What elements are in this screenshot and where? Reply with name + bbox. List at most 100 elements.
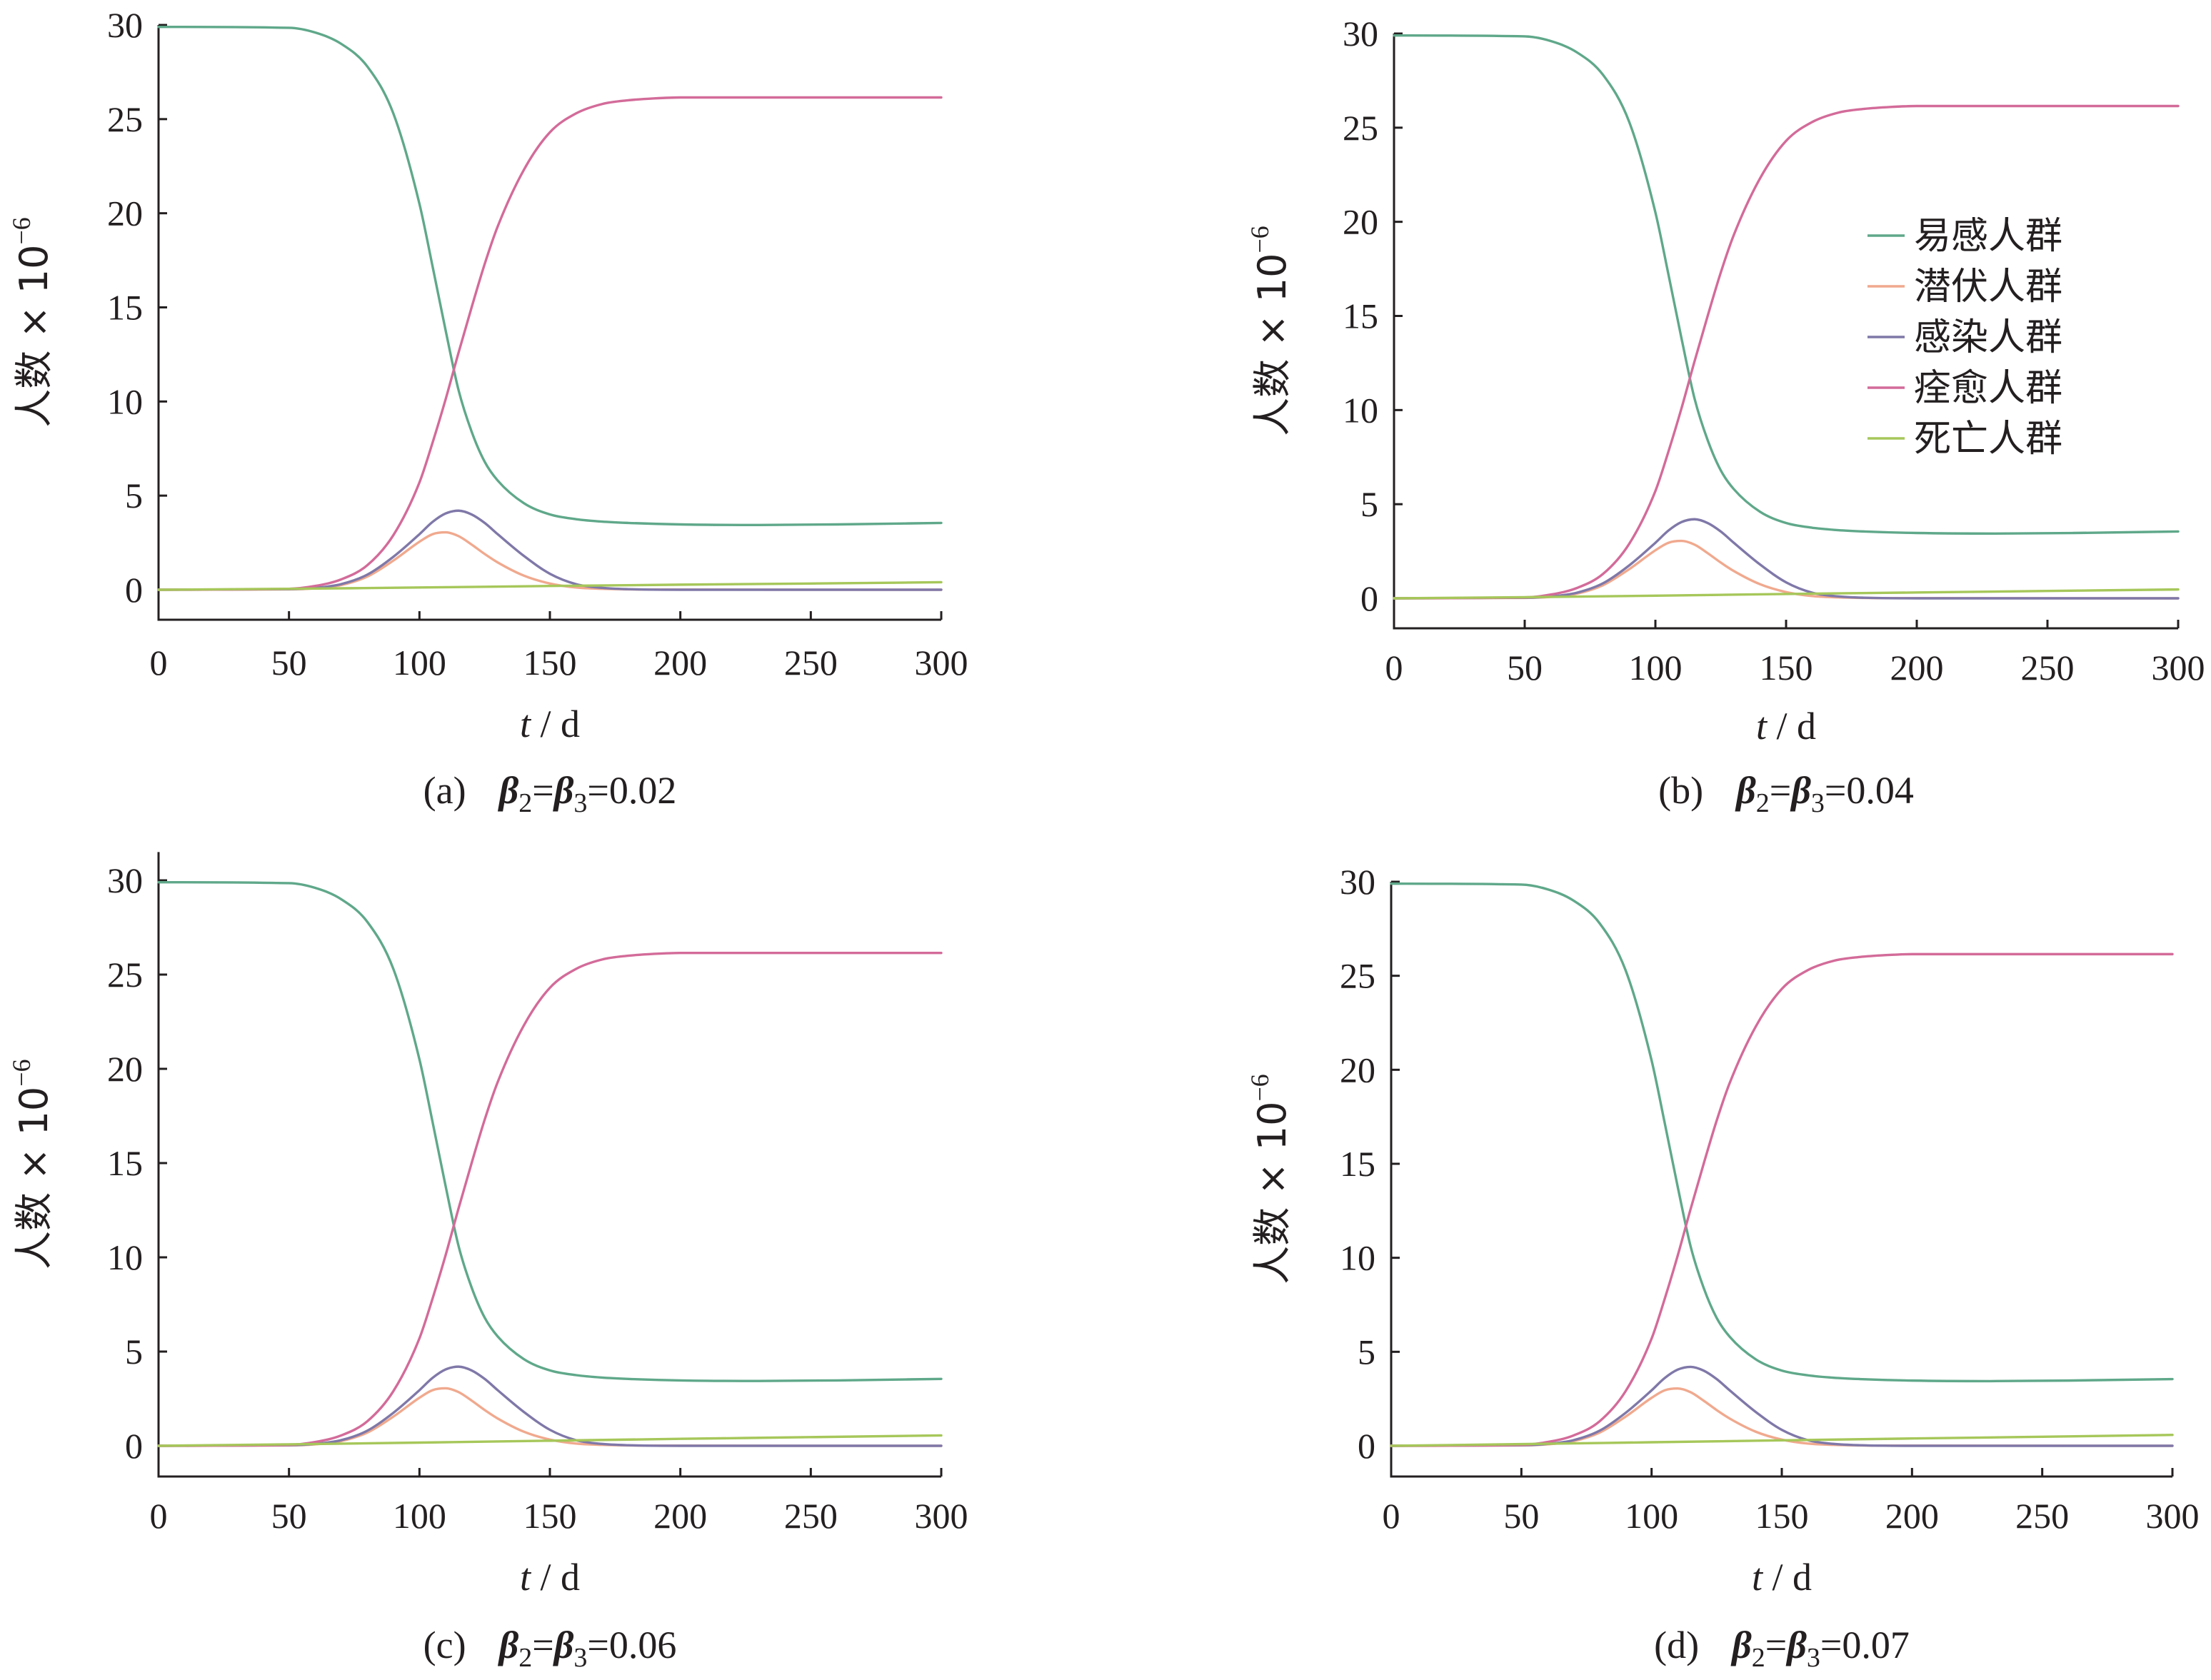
x-tick-label: 300 [915, 643, 968, 683]
y-tick-label: 25 [107, 99, 143, 139]
y-tick-label: 10 [1343, 390, 1378, 430]
series-line-0 [157, 880, 943, 1382]
caption-subscript: 2 [1756, 788, 1770, 818]
y-tick-label: 5 [1360, 484, 1378, 524]
panel-caption: (a) β2=β3=0.02 [423, 769, 677, 818]
y-tick-label: 0 [1358, 1426, 1375, 1466]
caption-equals: = [1770, 769, 1791, 812]
x-tick-label: 0 [1383, 1496, 1400, 1536]
y-axis-text: 人数 × 10 [1250, 1102, 1295, 1284]
y-tick-label: 5 [1358, 1332, 1375, 1372]
y-tick-label: 25 [1343, 108, 1378, 148]
x-tick-label: 300 [915, 1496, 968, 1536]
caption-beta: β [1785, 1624, 1807, 1666]
caption-beta: β [553, 1624, 574, 1666]
x-tick-label: 0 [1385, 648, 1403, 688]
x-tick-label: 50 [1503, 1496, 1539, 1536]
y-axis-exponent: −6 [7, 217, 36, 244]
y-tick-label: 5 [125, 1332, 143, 1372]
x-tick-label: 100 [393, 643, 446, 683]
y-tick-label: 15 [1343, 296, 1378, 336]
x-tick-label: 200 [1890, 648, 1944, 688]
y-tick-label: 30 [107, 860, 143, 900]
series-line-3 [157, 951, 943, 1447]
y-axis-exponent: −6 [7, 1059, 36, 1086]
legend-entry: 潜伏人群 [1914, 266, 2062, 308]
caption-label: (d) [1654, 1624, 1699, 1666]
caption-subscript: 3 [573, 1643, 587, 1673]
y-tick-label: 30 [1343, 14, 1378, 54]
x-tick-label: 50 [1507, 648, 1543, 688]
y-axis-label: 人数 × 10−6 [7, 1059, 56, 1269]
y-tick-label: 0 [1360, 578, 1378, 618]
x-axis-variable: t [520, 1556, 532, 1599]
chart-panel-d: 0 50 100 150 200 250 300 0 5 10 15 20 25 30 t / d 人数 × … [1245, 862, 2200, 1673]
caption-beta: β [1735, 769, 1756, 812]
series-line-2 [157, 1365, 943, 1447]
series-line-4 [157, 580, 943, 591]
x-tick-label: 100 [1625, 1496, 1678, 1536]
x-tick-label: 200 [1885, 1496, 1939, 1536]
x-tick-label: 50 [271, 1496, 307, 1536]
series-line-2 [1393, 518, 2180, 600]
x-axis-label: t / d [520, 1556, 580, 1599]
caption-subscript: 2 [1752, 1643, 1765, 1673]
x-axis-variable: t [1756, 705, 1768, 748]
x-tick-label: 300 [2152, 648, 2205, 688]
caption-value: =0.02 [587, 769, 676, 812]
y-tick-label: 5 [125, 476, 143, 515]
y-axis-text: 人数 × 10 [1250, 253, 1295, 436]
caption-subscript: 3 [1807, 1643, 1820, 1673]
caption-label: (a) [423, 769, 466, 812]
series-line-0 [1390, 882, 2174, 1383]
series-line-4 [1393, 588, 2180, 600]
x-tick-label: 150 [523, 643, 577, 683]
panel-caption: (d) β2=β3=0.07 [1654, 1624, 1910, 1673]
y-tick-label: 0 [125, 570, 143, 610]
y-tick-label: 20 [107, 193, 143, 233]
series-line-4 [157, 1434, 943, 1447]
caption-beta: β [1790, 769, 1811, 812]
legend-entry: 痊愈人群 [1914, 367, 2062, 410]
x-tick-label: 0 [150, 643, 168, 683]
series-line-0 [157, 25, 943, 526]
legend-entry: 死亡人群 [1914, 418, 2062, 461]
x-tick-label: 150 [523, 1496, 577, 1536]
caption-beta: β [1730, 1624, 1752, 1666]
x-axis-variable: t [520, 703, 532, 745]
caption-label: (c) [423, 1624, 466, 1666]
chart-panel-a: 0 50 100 150 200 250 300 0 5 10 15 20 25 30 t / d 人数 × … [7, 5, 968, 818]
y-tick-label: 15 [107, 288, 143, 328]
y-tick-label: 15 [1340, 1144, 1375, 1184]
caption-beta: β [498, 769, 519, 812]
x-tick-label: 200 [653, 643, 707, 683]
y-axis-label: 人数 × 10−6 [1245, 226, 1295, 436]
x-axis-unit: / d [531, 703, 580, 745]
axes [157, 852, 941, 1478]
series-line-1 [157, 530, 943, 591]
series-line-2 [1390, 1365, 2174, 1447]
caption-label: (b) [1658, 769, 1703, 812]
caption-subscript: 3 [1811, 788, 1825, 818]
x-tick-label: 150 [1760, 648, 1813, 688]
caption-beta: β [498, 1624, 519, 1666]
x-axis-variable: t [1752, 1556, 1764, 1599]
x-tick-label: 100 [393, 1496, 446, 1536]
x-tick-label: 100 [1629, 648, 1683, 688]
series-line-0 [1393, 34, 2180, 535]
caption-beta: β [553, 769, 574, 812]
caption-subscript: 3 [573, 788, 587, 818]
x-tick-label: 50 [271, 643, 307, 683]
x-tick-label: 250 [784, 643, 838, 683]
x-tick-label: 250 [784, 1496, 838, 1536]
y-tick-label: 20 [1343, 202, 1378, 242]
x-axis-label: t / d [520, 703, 580, 745]
chart-panel-b: 0 50 100 150 200 250 300 0 5 10 15 20 25 30 t / d 人数 × … [1245, 14, 2205, 818]
series-line-2 [157, 509, 943, 591]
y-axis-label: 人数 × 10−6 [1245, 1074, 1295, 1284]
x-axis-unit: / d [1767, 705, 1816, 748]
x-axis-label: t / d [1752, 1556, 1812, 1599]
x-tick-label: 300 [2146, 1496, 2200, 1536]
